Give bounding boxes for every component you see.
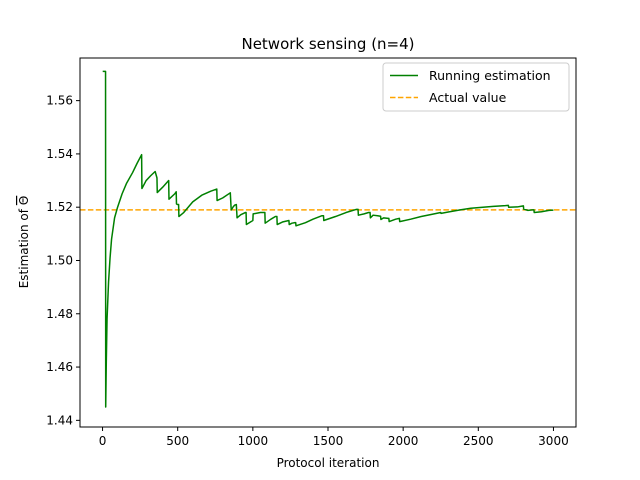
legend-box <box>382 62 570 112</box>
plot-area <box>80 70 576 408</box>
x-tick-label: 1500 <box>313 434 344 448</box>
y-tick-label: 1.48 <box>46 307 73 321</box>
x-axis-label: Protocol iteration <box>277 456 380 470</box>
x-tick-label: 3000 <box>538 434 569 448</box>
y-axis-label-symbol: Θ <box>17 196 31 205</box>
legend-label-actual-value: Actual value <box>429 90 507 105</box>
legend: Running estimation Actual value <box>382 62 570 112</box>
y-tick-label: 1.50 <box>46 253 73 267</box>
x-tick-label: 1000 <box>238 434 269 448</box>
chart-title: Network sensing (n=4) <box>241 35 414 53</box>
x-tick-label: 0 <box>99 434 107 448</box>
y-tick-label: 1.52 <box>46 200 73 214</box>
y-axis-label: Estimation of Θ <box>17 196 31 289</box>
y-tick-label: 1.54 <box>46 147 73 161</box>
running-estimation-line <box>102 70 554 408</box>
x-tick-label: 500 <box>166 434 189 448</box>
legend-label-running-estimation: Running estimation <box>429 68 551 83</box>
x-tick-label: 2000 <box>388 434 419 448</box>
x-tick-label: 2500 <box>463 434 494 448</box>
axes-group: 0 500 1000 1500 2000 2500 3000 1.44 1.46 1.48 1.50… <box>46 57 577 448</box>
y-tick-label: 1.46 <box>46 360 73 374</box>
y-tick-label: 1.44 <box>46 413 73 427</box>
y-axis-label-prefix: Estimation of <box>17 205 31 288</box>
y-tick-label: 1.56 <box>46 94 73 108</box>
